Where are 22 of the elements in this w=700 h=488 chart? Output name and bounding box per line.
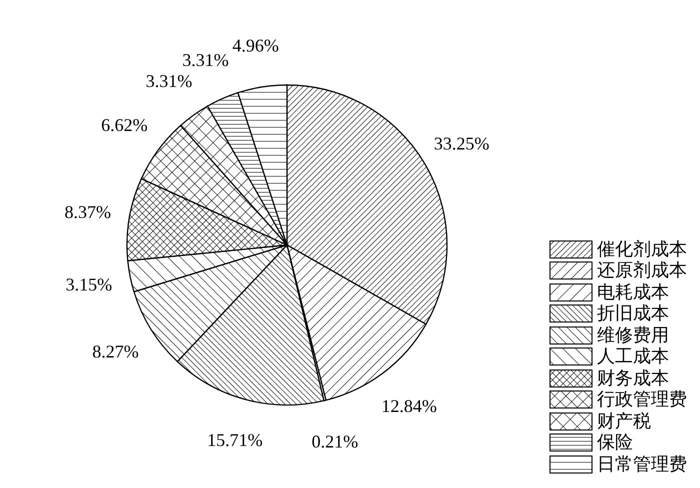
legend-label: 保险 <box>597 432 633 454</box>
legend-label: 折旧成本 <box>597 303 669 324</box>
legend-label: 电耗成本 <box>597 282 669 303</box>
data-label: 12.84% <box>381 396 437 416</box>
data-label: 0.21% <box>312 431 358 452</box>
data-label: 8.27% <box>92 342 139 362</box>
legend-label: 财务成本 <box>597 368 669 389</box>
legend-label: 日常管理费 <box>597 454 687 475</box>
legend-label: 还原剂成本 <box>597 260 687 282</box>
data-label: 3.15% <box>66 274 112 295</box>
data-label: 15.71% <box>207 430 263 450</box>
legend-label: 人工成本 <box>597 346 669 368</box>
data-label: 3.31% <box>146 71 192 92</box>
data-label: 4.96% <box>232 35 279 56</box>
legend-label: 财产税 <box>597 410 651 432</box>
legend-label: 行政管理费 <box>597 389 687 410</box>
data-label: 8.37% <box>64 202 111 222</box>
legend-label: 维修费用 <box>597 324 669 346</box>
data-label: 3.31% <box>182 50 229 70</box>
legend-label: 催化剂成本 <box>597 238 687 260</box>
data-label: 6.62% <box>101 115 148 136</box>
data-label: 33.25% <box>434 134 490 154</box>
